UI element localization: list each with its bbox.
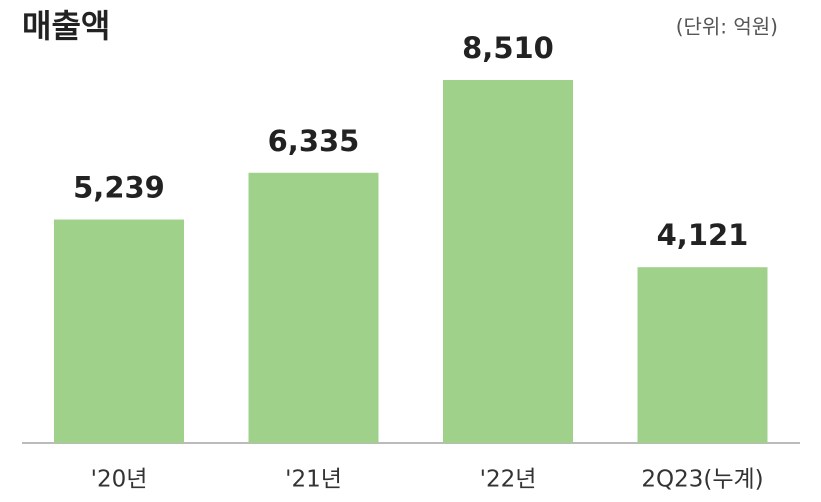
value-label: 8,510 [462, 31, 554, 65]
bar [443, 80, 573, 443]
value-label: 5,239 [73, 171, 165, 205]
chart-title: 매출액 [22, 7, 110, 45]
x-tick-label: '22년 [480, 467, 537, 493]
x-tick-label: '21년 [285, 467, 342, 493]
x-tick-label: '20년 [91, 467, 148, 493]
chart-subtitle: (단위: 억원) [676, 15, 778, 39]
bar [54, 219, 184, 443]
x-tick-label: 2Q23(누계) [641, 467, 763, 493]
value-label: 4,121 [657, 218, 749, 252]
bar [637, 267, 768, 443]
value-label: 6,335 [268, 124, 360, 158]
bar [248, 172, 379, 444]
